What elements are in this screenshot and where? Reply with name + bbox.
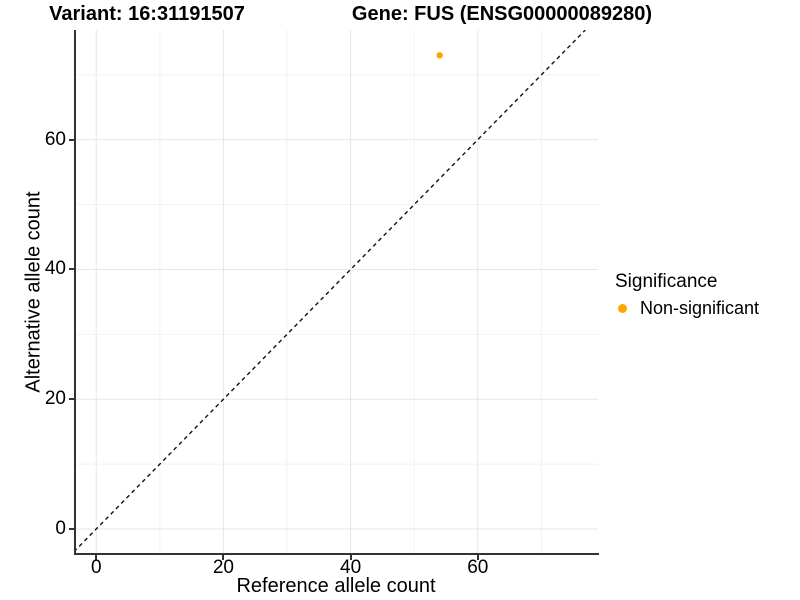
x-tick-mark	[95, 555, 98, 560]
legend-item: Non-significant	[615, 298, 759, 318]
legend-key-dot-icon	[618, 304, 627, 313]
y-tick-label: 40	[44, 258, 66, 280]
y-axis-line	[74, 30, 76, 555]
data-point	[436, 52, 443, 59]
y-tick-label: 0	[55, 517, 66, 539]
y-tick-mark	[69, 268, 74, 271]
x-axis-title: Reference allele count	[236, 575, 436, 597]
y-tick-label: 60	[44, 128, 66, 150]
plot-title-gene: Gene: FUS (ENSG00000089280)	[351, 3, 653, 25]
legend-items: Non-significant	[615, 298, 759, 318]
x-tick-mark	[349, 555, 352, 560]
legend-item-label: Non-significant	[640, 298, 760, 318]
x-tick-label: 40	[340, 557, 362, 578]
plot-title-variant: Variant: 16:31191507	[49, 3, 245, 25]
legend-title: Significance	[615, 271, 718, 292]
x-axis-line	[74, 553, 599, 555]
x-tick-label: 20	[212, 557, 235, 578]
x-tick-mark	[476, 555, 479, 560]
identity-line	[74, 30, 586, 553]
y-tick-label: 20	[44, 388, 66, 410]
y-axis-title: Alternative allele count	[22, 191, 45, 393]
legend: Significance Non-significant	[615, 271, 759, 318]
y-tick-mark	[69, 138, 74, 141]
y-tick-mark	[69, 398, 74, 401]
x-tick-mark	[222, 555, 225, 560]
x-tick-label: 0	[90, 557, 102, 578]
plot-panel	[74, 30, 598, 553]
x-tick-label: 60	[467, 557, 489, 578]
y-tick-mark	[69, 527, 74, 530]
